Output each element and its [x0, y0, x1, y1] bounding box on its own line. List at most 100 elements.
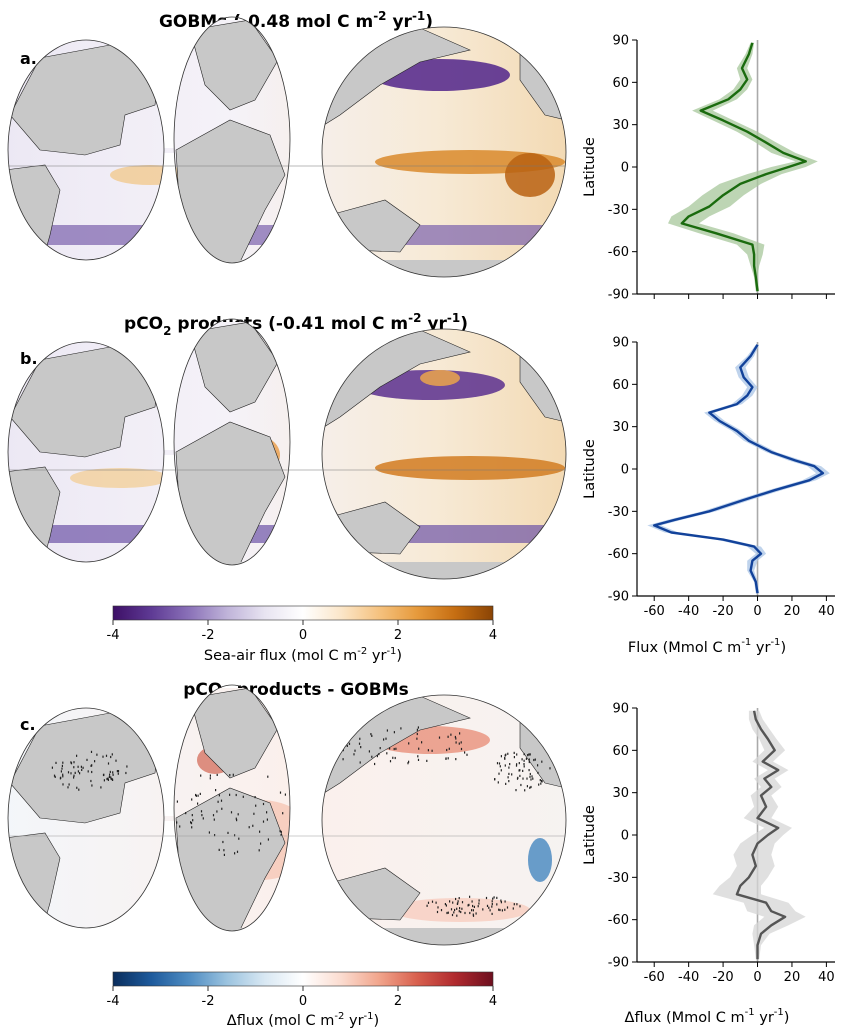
x-tick-label: 0	[753, 604, 761, 619]
stipple-mark	[191, 826, 193, 829]
stipple-mark	[511, 773, 513, 776]
stipple-mark	[100, 786, 102, 789]
profile-plot-a: 90 60 30 0 -30 -60 -90 Latitude	[582, 34, 835, 303]
stipple-mark	[280, 830, 282, 833]
stipple-mark	[445, 904, 447, 907]
map-b-land-antarctica	[100, 562, 560, 579]
stipple-mark	[371, 755, 373, 758]
stipple-mark	[527, 754, 529, 757]
stipple-mark	[436, 910, 439, 914]
stipple-mark	[457, 900, 459, 903]
stipple-mark	[516, 753, 518, 756]
stipple-mark	[109, 770, 111, 773]
colorbar-tick-label: 4	[489, 994, 497, 1009]
stipple-mark	[110, 777, 112, 780]
stipple-mark	[280, 833, 282, 837]
stipple-mark	[507, 752, 509, 755]
stipple-mark	[176, 821, 178, 824]
stipple-mark	[200, 774, 202, 777]
stipple-mark	[255, 804, 257, 807]
stipple-mark	[530, 778, 532, 781]
map-c-land-south-america-west	[8, 832, 61, 944]
stipple-mark	[73, 761, 75, 764]
stipple-mark	[62, 775, 64, 778]
stipple-mark	[438, 736, 441, 739]
stipple-mark	[222, 840, 224, 844]
map-a-land-north-america	[9, 44, 161, 156]
stipple-mark	[498, 772, 500, 775]
stipple-mark	[395, 747, 397, 750]
profile-b-xlabel: Flux (Mmol C m-1 yr-1)	[628, 637, 786, 656]
stipple-mark	[461, 901, 464, 904]
stipple-mark	[190, 822, 193, 825]
stipple-mark	[103, 779, 105, 782]
stipple-mark	[426, 904, 428, 907]
stipple-mark	[229, 774, 231, 777]
stipple-mark	[472, 909, 474, 912]
stipple-mark	[214, 834, 216, 837]
map-a-feature-peru-source	[505, 153, 555, 197]
stipple-mark	[227, 831, 229, 834]
stipple-mark	[333, 734, 335, 737]
stipple-mark	[351, 731, 354, 734]
stipple-mark	[506, 906, 509, 909]
y-axis-label: Latitude	[582, 439, 598, 499]
stipple-mark	[512, 907, 514, 910]
stipple-mark	[489, 909, 491, 912]
colorbar-tick-label: -4	[107, 994, 120, 1009]
uncertainty-band	[647, 344, 830, 594]
stipple-mark	[260, 842, 262, 845]
colorbar-flux-label: Sea-air flux (mol C m-2 yr-1)	[204, 646, 402, 664]
stipple-mark	[197, 802, 199, 805]
mean-flux-line	[680, 42, 807, 292]
stipple-mark	[254, 796, 256, 799]
stipple-mark	[393, 747, 395, 751]
stipple-mark	[541, 760, 543, 763]
stipple-mark	[112, 773, 114, 776]
stipple-mark	[107, 777, 109, 780]
stipple-mark	[394, 756, 396, 760]
stipple-mark	[530, 785, 532, 789]
stipple-mark	[200, 810, 203, 813]
stipple-mark	[455, 737, 457, 740]
stipple-mark	[252, 824, 254, 827]
stipple-mark	[79, 772, 81, 775]
stipple-mark	[90, 750, 93, 753]
stipple-mark	[111, 778, 113, 781]
stipple-mark	[520, 783, 522, 787]
stipple-mark	[359, 737, 361, 740]
stipple-mark	[519, 774, 521, 777]
stipple-mark	[232, 773, 234, 776]
map-c-land-africa	[175, 787, 286, 931]
stipple-mark	[540, 782, 542, 785]
stipple-mark	[508, 772, 510, 775]
stipple-mark	[266, 818, 268, 821]
y-tick-label: -60	[608, 913, 629, 928]
stipple-mark	[509, 763, 511, 766]
stipple-mark	[334, 750, 336, 753]
stipple-mark	[80, 765, 82, 768]
x-tick-label: -60	[644, 970, 665, 985]
colorbar-flux-bar	[112, 605, 494, 621]
stipple-mark	[515, 764, 518, 767]
colorbar-tick-label: 4	[489, 628, 497, 643]
stipple-mark	[416, 732, 418, 736]
y-tick-label: 30	[612, 420, 629, 435]
x-tick-label: 20	[784, 970, 801, 985]
map-panel-b	[7, 318, 567, 580]
stipple-mark	[213, 818, 215, 821]
stipple-mark	[259, 830, 261, 833]
stipple-mark	[109, 773, 111, 776]
stipple-mark	[61, 764, 63, 767]
colorbar-tick-label: 0	[299, 994, 307, 1009]
stipple-mark	[478, 902, 480, 905]
stipple-mark	[454, 908, 456, 912]
stipple-mark	[431, 749, 433, 752]
stipple-mark	[471, 909, 473, 912]
stipple-mark	[74, 771, 76, 774]
stipple-mark	[464, 911, 466, 915]
stipple-mark	[195, 793, 197, 797]
stipple-mark	[458, 910, 460, 913]
profile-plot-b: 90 60 30 0 -30 -60 -90 -60 -40 -20 0 20 40 Latitude	[582, 336, 835, 619]
stipple-mark	[534, 758, 536, 761]
